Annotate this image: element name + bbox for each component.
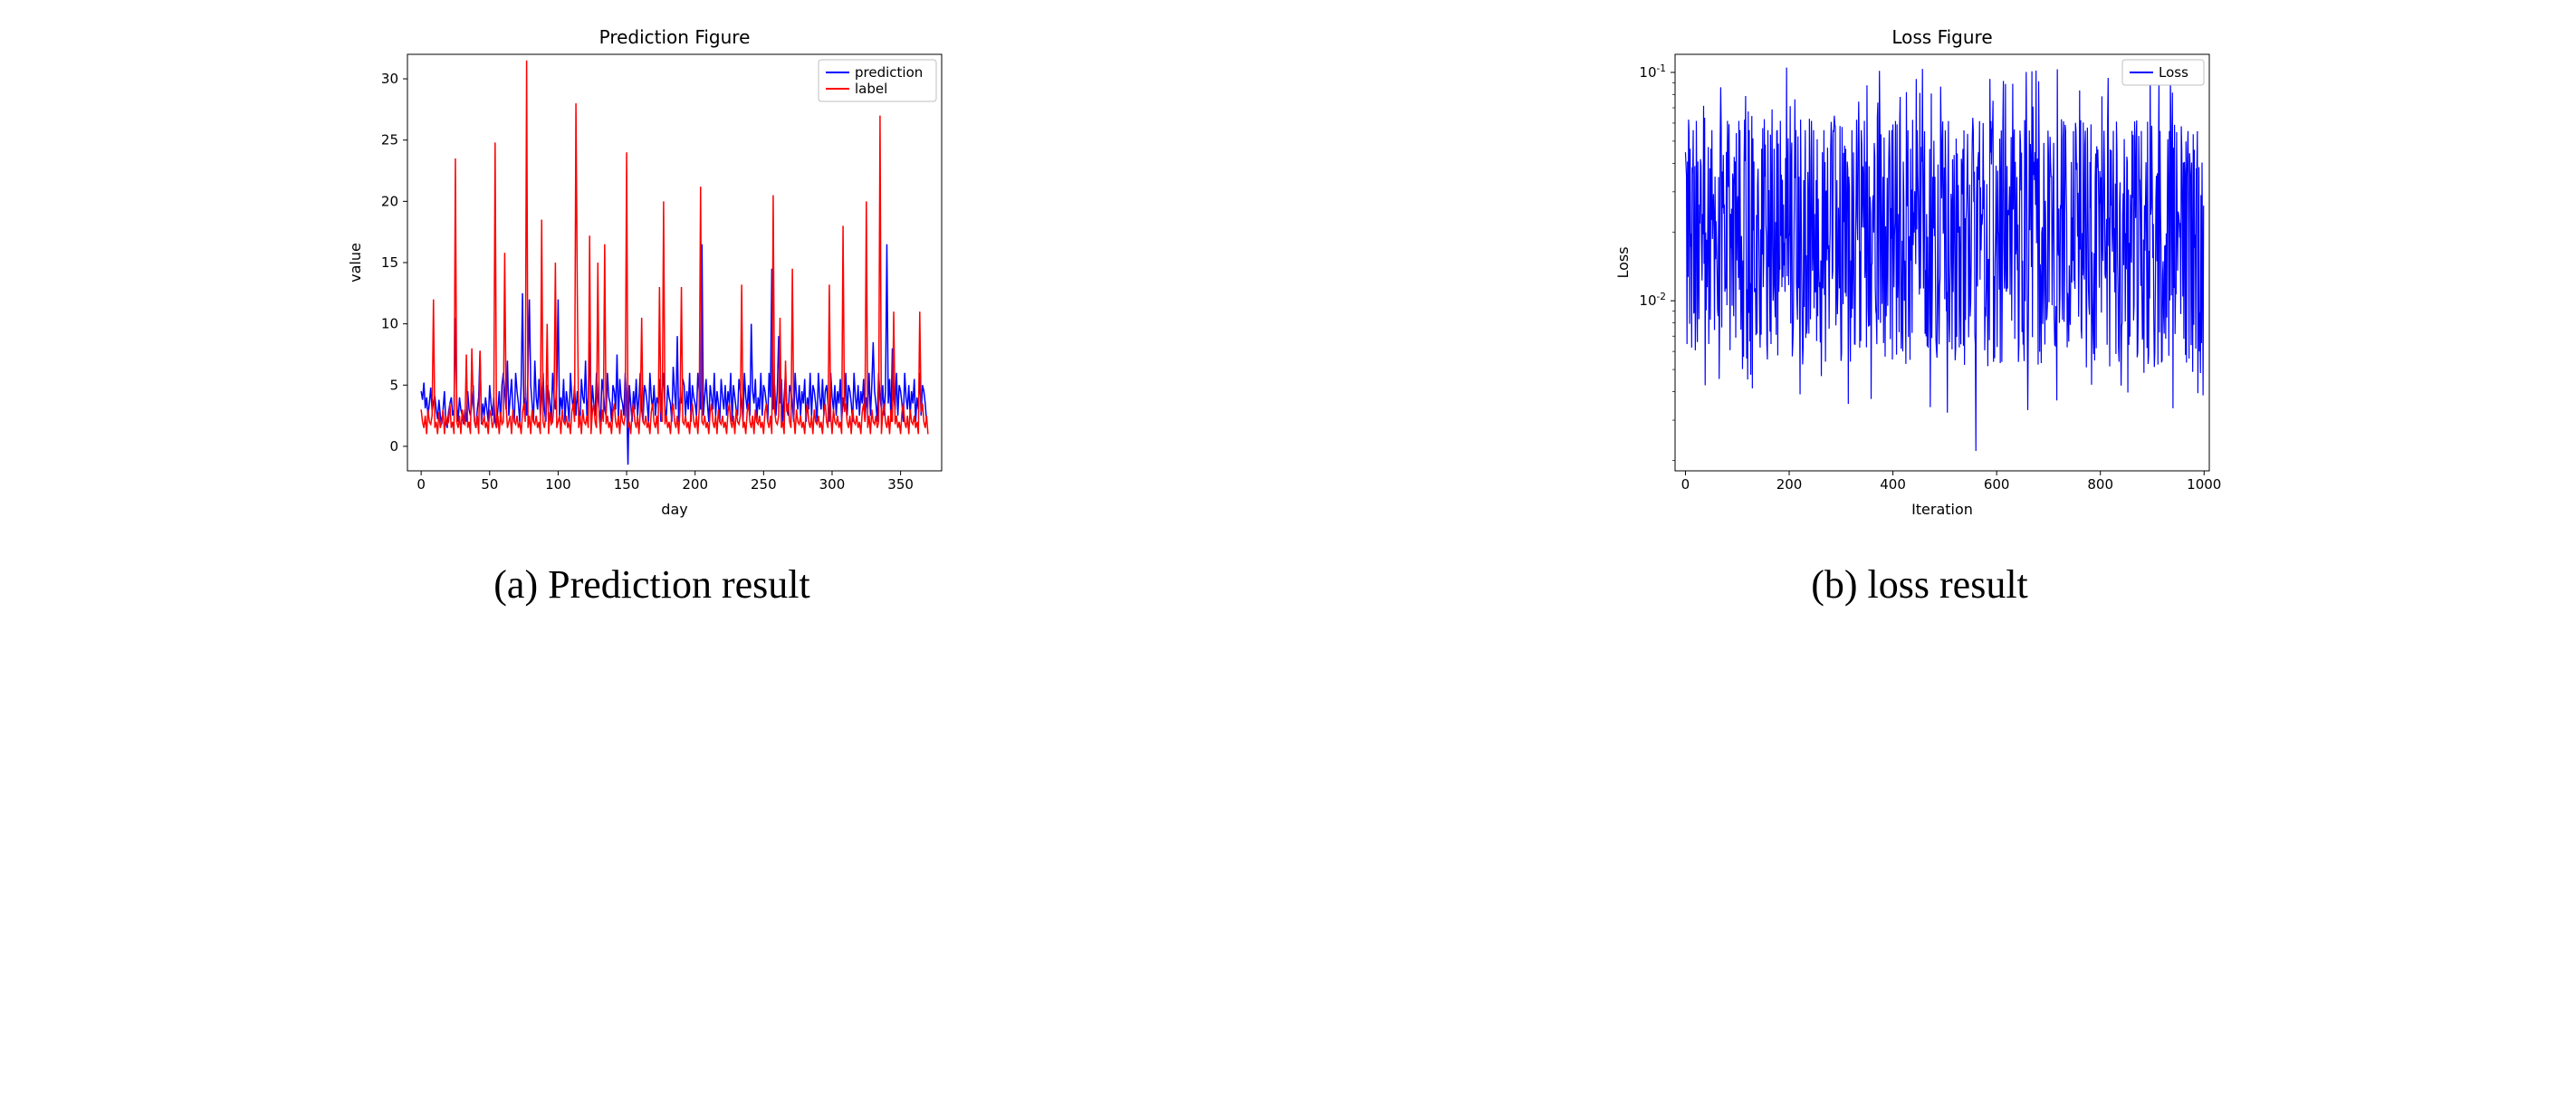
chart-title: Loss Figure: [1891, 26, 1992, 48]
svg-text:Loss: Loss: [2159, 64, 2188, 81]
svg-text:0: 0: [417, 476, 426, 493]
x-axis-label: Iteration: [1911, 501, 1973, 518]
caption-left: (a) Prediction result: [493, 561, 809, 608]
legend: predictionlabel: [819, 60, 936, 101]
legend: Loss: [2122, 60, 2204, 85]
svg-text:100: 100: [545, 476, 571, 493]
svg-text:10-2: 10-2: [1639, 292, 1666, 309]
loss-panel: Loss Figure 0 200 400 600 800 1000 10-2 10-1 Iter…: [1612, 18, 2227, 608]
svg-text:400: 400: [1880, 476, 1906, 493]
svg-text:800: 800: [2087, 476, 2113, 493]
svg-text:600: 600: [1984, 476, 2010, 493]
prediction-chart: Prediction Figure 0 50 100 150 200 250 300 350 0 5…: [344, 18, 960, 525]
svg-text:250: 250: [751, 476, 777, 493]
x-axis-label: day: [661, 501, 687, 518]
svg-text:200: 200: [1776, 476, 1803, 493]
svg-text:150: 150: [614, 476, 640, 493]
svg-text:prediction: prediction: [855, 64, 923, 81]
svg-text:0: 0: [389, 438, 398, 455]
chart-title: Prediction Figure: [599, 26, 751, 48]
caption-right: (b) loss result: [1811, 561, 2028, 608]
svg-text:25: 25: [381, 132, 398, 148]
svg-text:15: 15: [381, 254, 398, 271]
svg-text:30: 30: [381, 71, 398, 87]
svg-text:label: label: [855, 81, 887, 97]
svg-text:10: 10: [381, 316, 398, 332]
svg-text:1000: 1000: [2187, 476, 2221, 493]
svg-text:50: 50: [481, 476, 498, 493]
svg-text:5: 5: [389, 377, 398, 393]
svg-text:20: 20: [381, 193, 398, 209]
svg-text:0: 0: [1681, 476, 1690, 493]
loss-chart: Loss Figure 0 200 400 600 800 1000 10-2 10-1 Iter…: [1612, 18, 2227, 525]
svg-text:200: 200: [682, 476, 708, 493]
y-axis-label: Loss: [1614, 246, 1632, 278]
y-axis-label: value: [347, 243, 364, 283]
figure-container: Prediction Figure05010015020025030035005…: [18, 18, 2553, 608]
svg-text:350: 350: [887, 476, 914, 493]
prediction-panel: Prediction Figure 0 50 100 150 200 250 300 350 0 5…: [344, 18, 960, 608]
svg-text:300: 300: [819, 476, 846, 493]
svg-text:10-1: 10-1: [1639, 63, 1666, 81]
